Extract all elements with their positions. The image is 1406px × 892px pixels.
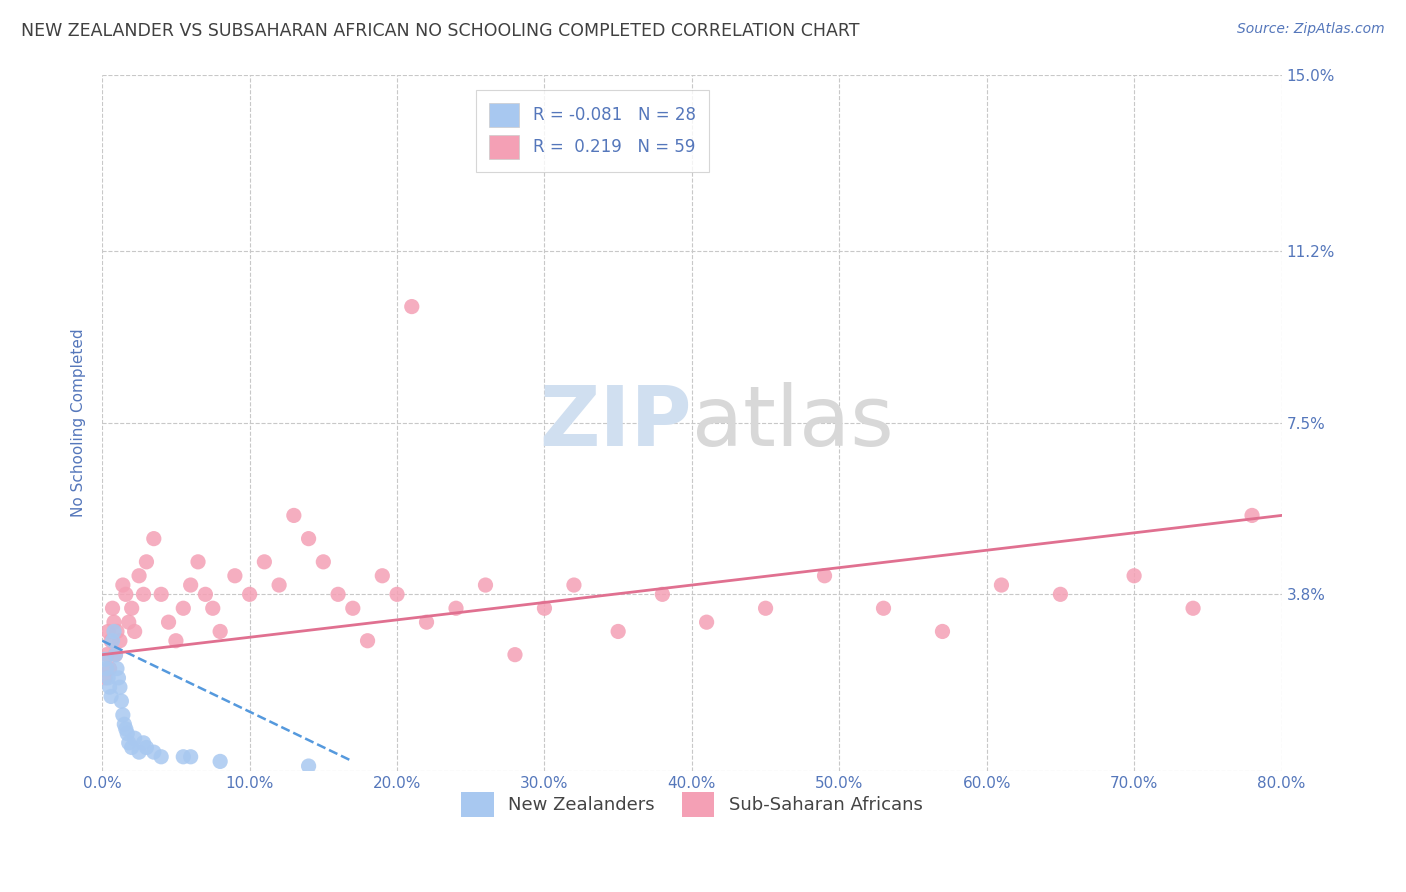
Point bbox=[269, 578, 291, 592]
Point bbox=[371, 568, 394, 582]
Point bbox=[180, 749, 202, 764]
Point bbox=[474, 578, 496, 592]
Point bbox=[107, 671, 129, 685]
Point bbox=[342, 601, 364, 615]
Point bbox=[150, 587, 173, 601]
Point bbox=[1240, 508, 1263, 523]
Point bbox=[128, 568, 150, 582]
Point bbox=[117, 726, 139, 740]
Point bbox=[209, 624, 232, 639]
Point bbox=[755, 601, 778, 615]
Point bbox=[112, 717, 135, 731]
Point bbox=[96, 662, 118, 676]
Point bbox=[132, 587, 155, 601]
Point bbox=[135, 555, 157, 569]
Text: NEW ZEALANDER VS SUBSAHARAN AFRICAN NO SCHOOLING COMPLETED CORRELATION CHART: NEW ZEALANDER VS SUBSAHARAN AFRICAN NO S… bbox=[21, 22, 859, 40]
Point bbox=[132, 736, 155, 750]
Point bbox=[931, 624, 953, 639]
Point bbox=[103, 624, 125, 639]
Point bbox=[607, 624, 630, 639]
Text: Source: ZipAtlas.com: Source: ZipAtlas.com bbox=[1237, 22, 1385, 37]
Point bbox=[105, 662, 128, 676]
Point bbox=[121, 601, 143, 615]
Point bbox=[150, 749, 173, 764]
Point bbox=[239, 587, 262, 601]
Point bbox=[696, 615, 718, 630]
Point bbox=[98, 662, 121, 676]
Point bbox=[104, 648, 127, 662]
Point bbox=[415, 615, 437, 630]
Point bbox=[172, 749, 194, 764]
Point bbox=[111, 708, 134, 723]
Point bbox=[108, 680, 131, 694]
Point bbox=[651, 587, 673, 601]
Point bbox=[172, 601, 194, 615]
Legend: New Zealanders, Sub-Saharan Africans: New Zealanders, Sub-Saharan Africans bbox=[454, 784, 929, 824]
Point bbox=[100, 633, 122, 648]
Point bbox=[114, 587, 136, 601]
Point bbox=[94, 652, 117, 666]
Point bbox=[105, 624, 128, 639]
Point bbox=[97, 671, 120, 685]
Point bbox=[97, 624, 120, 639]
Point bbox=[165, 633, 187, 648]
Point bbox=[356, 633, 378, 648]
Point bbox=[114, 722, 136, 736]
Point bbox=[297, 759, 319, 773]
Point bbox=[444, 601, 467, 615]
Point bbox=[94, 671, 117, 685]
Point bbox=[128, 745, 150, 759]
Point bbox=[118, 736, 141, 750]
Point bbox=[401, 300, 423, 314]
Point bbox=[135, 740, 157, 755]
Point bbox=[283, 508, 305, 523]
Point bbox=[118, 615, 141, 630]
Y-axis label: No Schooling Completed: No Schooling Completed bbox=[72, 328, 86, 517]
Point bbox=[533, 601, 555, 615]
Point bbox=[194, 587, 217, 601]
Point bbox=[108, 633, 131, 648]
Point bbox=[101, 601, 124, 615]
Text: ZIP: ZIP bbox=[540, 382, 692, 463]
Point bbox=[121, 740, 143, 755]
Point bbox=[297, 532, 319, 546]
Point bbox=[110, 694, 132, 708]
Point bbox=[98, 680, 121, 694]
Text: atlas: atlas bbox=[692, 382, 894, 463]
Point bbox=[187, 555, 209, 569]
Point bbox=[1182, 601, 1205, 615]
Point bbox=[100, 690, 122, 704]
Point bbox=[111, 578, 134, 592]
Point bbox=[96, 648, 118, 662]
Point bbox=[326, 587, 349, 601]
Point bbox=[562, 578, 585, 592]
Point bbox=[385, 587, 408, 601]
Point bbox=[124, 624, 146, 639]
Point bbox=[990, 578, 1012, 592]
Point bbox=[142, 745, 165, 759]
Point bbox=[103, 615, 125, 630]
Point bbox=[201, 601, 224, 615]
Point bbox=[209, 755, 232, 769]
Point bbox=[813, 568, 835, 582]
Point bbox=[157, 615, 180, 630]
Point bbox=[224, 568, 246, 582]
Point bbox=[180, 578, 202, 592]
Point bbox=[1123, 568, 1146, 582]
Point bbox=[503, 648, 526, 662]
Point bbox=[253, 555, 276, 569]
Point bbox=[1049, 587, 1071, 601]
Point bbox=[101, 633, 124, 648]
Point bbox=[104, 648, 127, 662]
Point bbox=[142, 532, 165, 546]
Point bbox=[124, 731, 146, 746]
Point bbox=[872, 601, 894, 615]
Point bbox=[312, 555, 335, 569]
